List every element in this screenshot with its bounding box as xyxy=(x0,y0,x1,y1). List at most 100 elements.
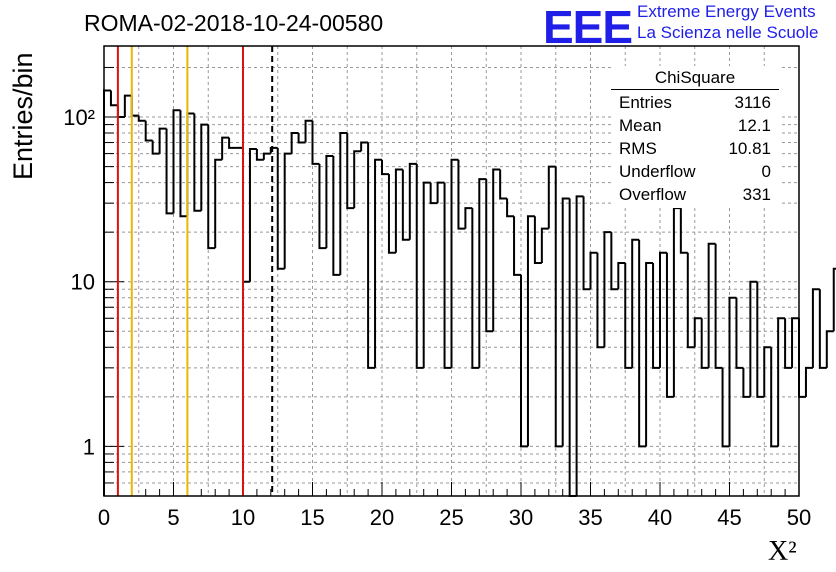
histogram-bin xyxy=(589,251,598,290)
histogram-bin xyxy=(151,140,160,155)
histogram-bin xyxy=(200,123,209,211)
stats-row-underflow: Underflow 0 xyxy=(619,162,771,181)
histogram-bin xyxy=(158,127,167,154)
histogram-bin xyxy=(700,318,709,369)
y-tick-label: 10² xyxy=(63,105,95,130)
histogram-bin xyxy=(832,267,836,332)
histogram-bin xyxy=(485,179,494,333)
histogram-bin xyxy=(429,182,438,205)
histogram-bin xyxy=(756,281,765,398)
histogram-bin xyxy=(339,132,348,275)
histogram-bin xyxy=(436,181,445,204)
histogram-bin xyxy=(353,150,362,209)
histogram-bin xyxy=(165,128,174,215)
x-axis-label: Χ² xyxy=(768,536,797,567)
histogram-bin xyxy=(179,110,188,218)
histogram-bin xyxy=(547,165,556,229)
histogram-bin xyxy=(533,216,542,264)
histogram-bin xyxy=(728,296,737,447)
x-tick-labels: 0 5 10 15 20 25 30 35 40 45 50 xyxy=(98,505,811,530)
histogram-bin xyxy=(742,367,751,398)
histogram-bin xyxy=(763,346,772,397)
histogram-bin xyxy=(123,94,132,118)
histogram-bin xyxy=(443,182,452,369)
histogram-bin xyxy=(499,169,508,200)
histogram-bin xyxy=(186,112,195,217)
histogram-bin xyxy=(262,152,271,160)
histogram-bin xyxy=(624,262,633,369)
stats-title: ChiSquare xyxy=(611,68,779,90)
y-tick-label: 1 xyxy=(83,434,95,459)
x-tick-label: 30 xyxy=(509,505,533,530)
x-tick-label: 50 xyxy=(787,505,811,530)
histogram-bin xyxy=(144,120,153,142)
histogram-bin xyxy=(610,232,619,291)
histogram-bin xyxy=(679,208,688,254)
histogram-bin xyxy=(450,158,459,368)
histogram-bin xyxy=(172,109,181,214)
chart-title: ROMA-02-2018-10-24-00580 xyxy=(84,10,384,36)
histogram-bin xyxy=(777,317,786,447)
stats-row-overflow: Overflow 331 xyxy=(619,185,771,204)
histogram-bin xyxy=(506,198,515,218)
histogram-bin xyxy=(721,367,730,448)
histogram-bin xyxy=(290,132,299,154)
histogram-bin xyxy=(207,124,216,250)
histogram-bin xyxy=(367,142,376,369)
histogram-bin xyxy=(554,166,563,448)
histogram-bin xyxy=(193,113,202,212)
x-tick-label: 25 xyxy=(439,505,463,530)
histogram-bin xyxy=(798,318,806,398)
x-tick-label: 10 xyxy=(231,505,255,530)
histogram-bin xyxy=(276,147,285,270)
histogram-bin xyxy=(401,169,410,241)
x-tick-label: 0 xyxy=(98,505,110,530)
histogram-bin xyxy=(818,289,827,369)
x-tick-label: 35 xyxy=(578,505,602,530)
histogram-bin xyxy=(374,158,382,368)
histogram-bin xyxy=(631,238,640,368)
histogram-bin xyxy=(311,120,320,165)
histogram-bin xyxy=(770,347,779,448)
histogram-bin xyxy=(735,297,744,369)
histogram-bin xyxy=(103,89,111,496)
y-tick-labels: 1 10 10² xyxy=(63,105,95,459)
histogram-bin xyxy=(457,159,466,230)
histogram-bin xyxy=(325,155,334,249)
histogram-bin xyxy=(346,133,355,210)
histogram-bin xyxy=(575,195,584,496)
histogram-bin xyxy=(297,133,306,144)
histogram-bin xyxy=(381,159,389,176)
histogram-bin xyxy=(130,95,139,117)
histogram-bin xyxy=(784,318,793,369)
x-tick-label: 45 xyxy=(717,505,741,530)
histogram-bin xyxy=(116,105,125,119)
x-tick-label: 20 xyxy=(370,505,394,530)
histogram-bin xyxy=(707,242,716,368)
histogram-bin xyxy=(652,262,660,369)
histogram-bin xyxy=(318,163,327,250)
histogram-bin xyxy=(561,197,570,447)
histogram-bin xyxy=(638,239,647,448)
histogram-bin xyxy=(749,280,758,397)
histogram-bin xyxy=(603,231,612,348)
histogram-bin xyxy=(811,288,820,368)
x-tick-label: 40 xyxy=(648,505,672,530)
histogram-bin xyxy=(478,178,487,368)
histogram-bin xyxy=(791,317,799,368)
histogram-bin xyxy=(248,147,257,282)
plot-frame xyxy=(103,45,800,497)
histogram-bin xyxy=(137,115,146,122)
histogram-bin xyxy=(387,174,396,254)
histogram-bin xyxy=(804,366,813,397)
stats-row-entries: Entries 3116 xyxy=(619,93,771,112)
histogram-bin xyxy=(526,215,535,447)
histogram-bin xyxy=(686,252,695,349)
histogram-bin xyxy=(394,168,403,253)
histogram-bin xyxy=(665,252,674,398)
histogram-bin xyxy=(520,274,528,448)
logo-line-1: Extreme Energy Events xyxy=(637,2,816,21)
histogram-bin xyxy=(283,152,292,269)
histogram-bin xyxy=(693,317,702,348)
logo-line-2: La Scienza nelle Scuole xyxy=(637,23,819,42)
